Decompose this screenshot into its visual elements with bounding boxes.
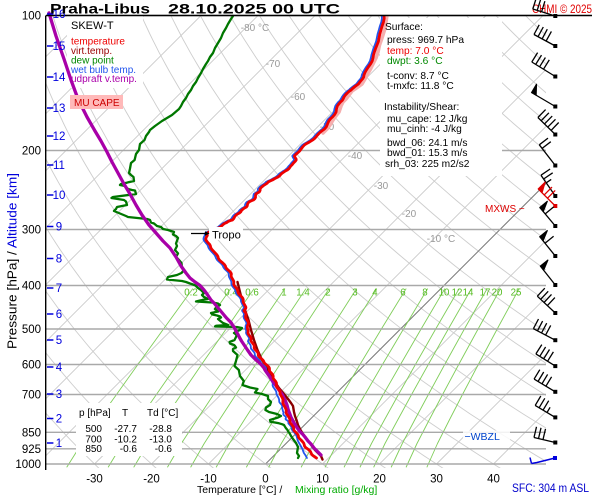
- svg-text:T: T: [122, 408, 128, 419]
- svg-text:dwpt: 3.6 °C: dwpt: 3.6 °C: [387, 56, 443, 67]
- svg-text:wet bulb temp.: wet bulb temp.: [70, 65, 136, 76]
- svg-text:300: 300: [22, 225, 41, 237]
- svg-text:200: 200: [22, 146, 41, 158]
- svg-text:-0.6: -0.6: [120, 444, 138, 455]
- svg-text:MU CAPE: MU CAPE: [74, 98, 120, 109]
- svg-text:12: 12: [53, 131, 66, 143]
- svg-text:1: 1: [56, 438, 62, 450]
- svg-text:14: 14: [53, 72, 66, 84]
- svg-text:20: 20: [373, 473, 386, 485]
- svg-text:700: 700: [22, 390, 41, 402]
- svg-text:mu_cinh: -4 J/kg: mu_cinh: -4 J/kg: [387, 124, 462, 135]
- svg-text:dew point: dew point: [71, 55, 114, 66]
- svg-text:-10.2: -10.2: [114, 435, 137, 446]
- svg-text:20: 20: [492, 288, 503, 299]
- svg-text:3: 3: [56, 389, 62, 401]
- svg-text:15: 15: [53, 41, 66, 53]
- svg-text:Surface:: Surface:: [385, 22, 423, 33]
- svg-text:25: 25: [511, 288, 522, 299]
- svg-text:-20: -20: [143, 473, 160, 485]
- svg-text:temperature: temperature: [71, 37, 125, 48]
- svg-text:2: 2: [56, 414, 62, 426]
- svg-text:6: 6: [400, 288, 405, 299]
- svg-text:udpraft v.temp.: udpraft v.temp.: [71, 74, 137, 85]
- svg-text:30: 30: [430, 473, 443, 485]
- svg-text:t-conv: 8.7 °C: t-conv: 8.7 °C: [387, 71, 449, 82]
- svg-text:SKEW-T: SKEW-T: [71, 20, 114, 32]
- svg-text:srh_03: 225 m2/s2: srh_03: 225 m2/s2: [385, 159, 470, 170]
- svg-text:p [hPa]: p [hPa]: [79, 408, 111, 419]
- svg-text:virt.temp.: virt.temp.: [71, 46, 112, 57]
- svg-text:-10: -10: [200, 473, 217, 485]
- svg-text:10: 10: [53, 190, 66, 202]
- svg-text:500: 500: [22, 324, 41, 336]
- svg-text:Td [°C]: Td [°C]: [147, 408, 178, 419]
- svg-text:-28.8: -28.8: [149, 424, 172, 435]
- svg-text:CHMI © 2025: CHMI © 2025: [532, 4, 592, 16]
- svg-text:-70: -70: [266, 59, 281, 70]
- svg-text:-0.6: -0.6: [155, 444, 173, 455]
- svg-text:0.4: 0.4: [224, 288, 238, 299]
- svg-text:1.4: 1.4: [296, 288, 310, 299]
- svg-text:MXWS −: MXWS −: [485, 204, 525, 215]
- svg-text:4: 4: [56, 362, 63, 374]
- svg-text:-20: -20: [402, 209, 417, 220]
- svg-text:-13.0: -13.0: [149, 435, 172, 446]
- svg-text:28.10.2025 00 UTC: 28.10.2025 00 UTC: [168, 1, 340, 17]
- svg-text:16: 16: [53, 9, 66, 21]
- svg-text:Tropo: Tropo: [212, 230, 241, 242]
- svg-text:Mixing ratio [g/kg]: Mixing ratio [g/kg]: [295, 484, 377, 496]
- svg-text:SFC: 304 m ASL: SFC: 304 m ASL: [512, 483, 590, 495]
- svg-text:3: 3: [352, 288, 357, 299]
- svg-text:850: 850: [85, 444, 102, 455]
- svg-text:1: 1: [281, 288, 286, 299]
- svg-text:400: 400: [22, 281, 41, 293]
- svg-text:-30: -30: [86, 473, 103, 485]
- svg-text:13: 13: [53, 103, 66, 115]
- svg-text:2: 2: [325, 288, 330, 299]
- svg-text:0.2: 0.2: [184, 288, 197, 299]
- svg-text:Praha-Libus: Praha-Libus: [50, 1, 150, 17]
- svg-text:7: 7: [56, 283, 62, 295]
- svg-text:17: 17: [480, 288, 491, 299]
- svg-text:t-mxfc: 11.8 °C: t-mxfc: 11.8 °C: [387, 81, 454, 92]
- svg-text:5: 5: [56, 335, 62, 347]
- svg-text:bwd_01: 15.3 m/s: bwd_01: 15.3 m/s: [387, 148, 467, 159]
- svg-text:temp: 7.0 °C: temp: 7.0 °C: [387, 46, 444, 57]
- svg-text:8: 8: [56, 254, 62, 266]
- svg-text:12: 12: [452, 288, 463, 299]
- svg-text:0: 0: [262, 473, 268, 485]
- svg-text:-30: -30: [374, 181, 389, 192]
- svg-text:14: 14: [463, 288, 474, 299]
- svg-text:-27.7: -27.7: [114, 424, 137, 435]
- svg-text:40: 40: [487, 473, 500, 485]
- svg-text:600: 600: [22, 360, 41, 372]
- svg-text:700: 700: [85, 435, 102, 446]
- svg-text:4: 4: [372, 288, 378, 299]
- svg-text:850: 850: [22, 428, 41, 440]
- svg-text:100: 100: [22, 11, 41, 23]
- svg-text:10: 10: [316, 473, 329, 485]
- svg-text:-80 °C: -80 °C: [241, 23, 269, 34]
- svg-text:11: 11: [53, 160, 65, 172]
- svg-text:925: 925: [22, 444, 41, 456]
- svg-text:-40: -40: [348, 151, 363, 162]
- svg-text:press: 969.7 hPa: press: 969.7 hPa: [387, 35, 464, 46]
- svg-text:−WBZL: −WBZL: [465, 431, 500, 443]
- svg-text:-60: -60: [291, 92, 306, 103]
- svg-text:10: 10: [439, 288, 450, 299]
- svg-text:Pressure [hPa] / Altitude [km]: Pressure [hPa] / Altitude [km]: [6, 173, 20, 349]
- svg-text:500: 500: [85, 424, 102, 435]
- svg-text:8: 8: [422, 288, 427, 299]
- svg-text:bwd_06: 24.1 m/s: bwd_06: 24.1 m/s: [387, 138, 467, 149]
- svg-text:9: 9: [56, 222, 62, 234]
- svg-text:0.6: 0.6: [245, 288, 258, 299]
- svg-text:Instability/Shear:: Instability/Shear:: [384, 102, 459, 113]
- svg-text:6: 6: [56, 309, 62, 321]
- svg-text:mu_cape: 12 J/kg: mu_cape: 12 J/kg: [387, 114, 468, 125]
- svg-text:-10 °C: -10 °C: [427, 234, 455, 245]
- svg-text:Temperature [°C] /: Temperature [°C] /: [197, 484, 282, 496]
- svg-text:1000: 1000: [15, 459, 41, 471]
